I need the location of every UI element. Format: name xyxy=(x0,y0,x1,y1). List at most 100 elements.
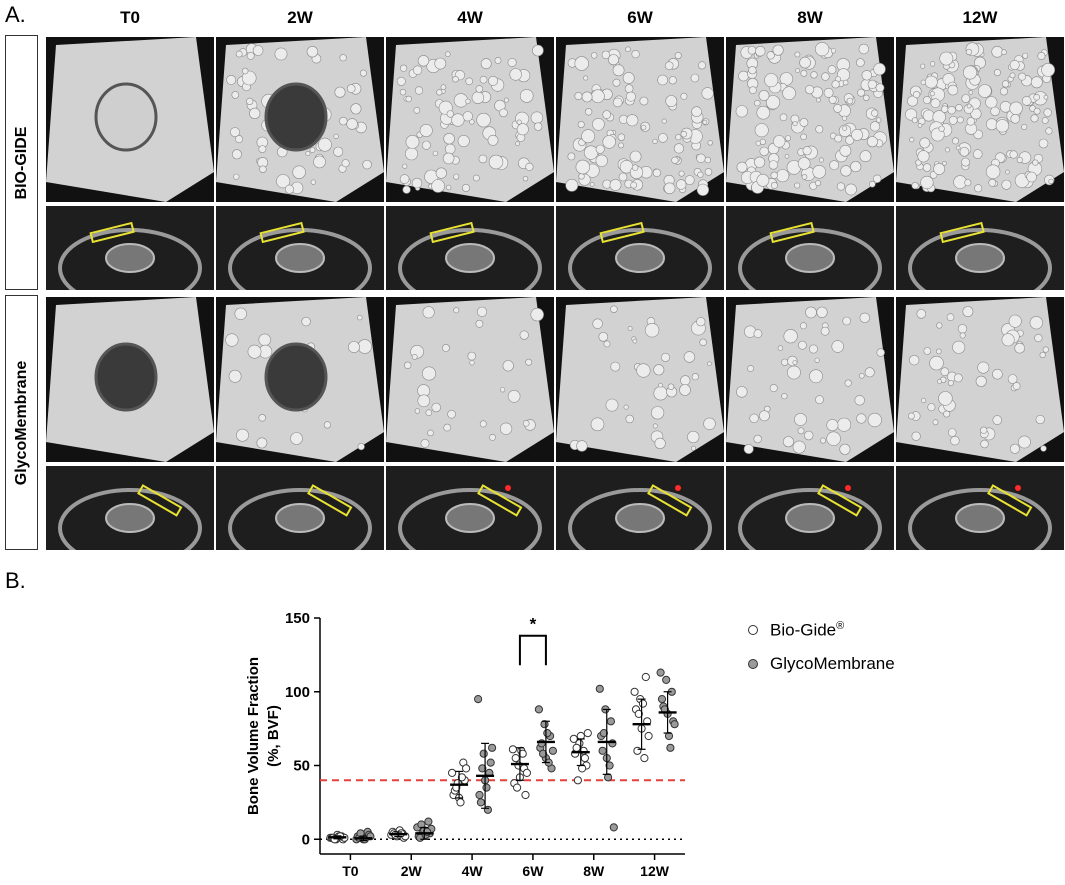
point-glycomembrane-6w-8 xyxy=(548,746,557,755)
legend-registered-mark: ® xyxy=(836,620,845,632)
legend-label-biogide: Bio-Gide xyxy=(770,620,837,640)
point-glycomembrane-4w-3 xyxy=(475,790,484,800)
point-biogide-12w-8 xyxy=(644,731,653,741)
point-biogide-12w-9 xyxy=(634,709,643,719)
x-tick-label-2w: 2W xyxy=(401,863,423,879)
legend-marker-glycomembrane xyxy=(748,659,758,669)
cross-section-2d-biogide-t0 xyxy=(46,206,214,290)
timepoint-header-12w: 12W xyxy=(962,8,998,27)
point-biogide-12w-0 xyxy=(630,687,639,696)
point-glycomembrane-4w-9 xyxy=(478,764,487,773)
point-glycomembrane-12w-1 xyxy=(662,675,671,685)
cross-section-2d-glycomembrane-2w xyxy=(216,466,384,550)
point-glycomembrane-12w-8 xyxy=(670,720,679,729)
point-glycomembrane-4w-5 xyxy=(486,758,495,767)
point-glycomembrane-12w-0 xyxy=(656,668,665,677)
x-tick-label-6w: 6W xyxy=(522,863,544,879)
point-glycomembrane-8w-9 xyxy=(599,729,608,738)
cross-section-2d-biogide-6w xyxy=(556,206,724,290)
bvf-scatter-chart: 0 50 100 150 T0 2W 4W 6W 8W 12W Bone Volume Fracti… xyxy=(245,610,685,879)
y-axis-label-line2: (%, BVF) xyxy=(265,705,282,767)
row-label-box-biogide: BIO-GIDE xyxy=(5,35,38,290)
significance-star: * xyxy=(530,615,537,634)
cross-section-2d-glycomembrane-4w xyxy=(386,466,554,550)
point-biogide-8w-7 xyxy=(578,764,587,773)
point-biogide-6w-6 xyxy=(511,754,520,763)
point-glycomembrane-2w-9 xyxy=(417,820,426,829)
reconstruction-3d-glycomembrane-2w xyxy=(216,297,384,462)
reconstruction-3d-glycomembrane-8w xyxy=(726,297,894,462)
reconstruction-3d-glycomembrane-12w xyxy=(896,297,1064,462)
point-glycomembrane-8w-6 xyxy=(598,746,607,755)
y-tick-label-0: 0 xyxy=(302,831,310,848)
legend-marker-biogide xyxy=(748,625,758,635)
point-biogide-6w-0 xyxy=(508,745,517,754)
point-biogide-8w-8 xyxy=(583,729,592,738)
point-glycomembrane-2w-2 xyxy=(424,817,433,826)
point-biogide-12w-7 xyxy=(638,699,648,708)
cross-section-2d-biogide-4w xyxy=(386,206,554,290)
row-label-glycomembrane: GlycoMembrane xyxy=(12,360,30,485)
row-label-box-glycomembrane: GlycoMembrane xyxy=(5,295,38,550)
point-biogide-4w-7 xyxy=(456,798,465,807)
cross-section-2d-biogide-12w xyxy=(896,206,1064,290)
cross-section-2d-glycomembrane-8w xyxy=(726,466,894,550)
cross-section-2d-biogide-8w xyxy=(726,206,894,290)
x-tick-label-8w: 8W xyxy=(583,863,605,879)
y-tick-label-150: 150 xyxy=(285,610,310,627)
point-biogide-12w-10 xyxy=(640,754,649,763)
point-glycomembrane-4w-7 xyxy=(482,783,491,792)
reconstruction-3d-biogide-8w xyxy=(726,37,894,202)
point-biogide-8w-2 xyxy=(580,754,589,763)
point-biogide-12w-6 xyxy=(633,746,642,755)
point-glycomembrane-12w-7 xyxy=(664,731,674,741)
reconstruction-3d-biogide-2w xyxy=(216,37,384,202)
reconstruction-3d-glycomembrane-4w xyxy=(386,297,554,462)
point-glycomembrane-12w-10 xyxy=(666,743,675,752)
timepoint-header-6w: 6W xyxy=(627,8,653,27)
timepoint-header-2w: 2W xyxy=(287,8,313,27)
point-glycomembrane-4w-8 xyxy=(488,743,497,752)
point-biogide-4w-0 xyxy=(448,768,457,777)
timepoint-header-4w: 4W xyxy=(457,8,483,27)
reconstruction-3d-glycomembrane-6w xyxy=(556,297,724,462)
point-glycomembrane-t0-9 xyxy=(356,829,365,838)
point-biogide-6w-9 xyxy=(513,783,522,792)
point-biogide-4w-10 xyxy=(457,773,466,782)
point-glycomembrane-8w-10 xyxy=(605,761,614,770)
x-tick-label-12w: 12W xyxy=(640,863,670,879)
reconstruction-3d-biogide-4w xyxy=(386,37,554,202)
point-biogide-6w-5 xyxy=(521,790,530,800)
cross-section-2d-glycomembrane-12w xyxy=(896,466,1064,550)
legend-item-biogide: Bio-Gide® xyxy=(748,620,1048,642)
x-tick-label-4w: 4W xyxy=(462,863,484,879)
reconstruction-3d-biogide-12w xyxy=(896,37,1064,202)
legend: Bio-Gide® GlycoMembrane xyxy=(748,620,1048,690)
panel-a-label: A. xyxy=(5,2,26,27)
point-glycomembrane-8w-0 xyxy=(595,684,604,693)
point-glycomembrane-8w-2 xyxy=(606,717,615,726)
point-glycomembrane-4w-0 xyxy=(474,695,483,704)
point-glycomembrane-8w-8 xyxy=(609,823,618,832)
point-glycomembrane-6w-0 xyxy=(534,705,543,714)
point-biogide-4w-8 xyxy=(462,764,471,773)
point-glycomembrane-6w-7 xyxy=(543,729,552,738)
row-label-biogide: BIO-GIDE xyxy=(12,126,30,199)
cross-section-2d-glycomembrane-t0 xyxy=(46,466,214,550)
cross-section-2d-biogide-2w xyxy=(216,206,384,290)
point-glycomembrane-4w-1 xyxy=(479,749,488,758)
y-tick-label-50: 50 xyxy=(293,758,310,775)
reconstruction-3d-glycomembrane-t0 xyxy=(46,297,214,462)
legend-label-glycomembrane: GlycoMembrane xyxy=(770,654,895,673)
point-biogide-8w-9 xyxy=(573,776,582,785)
point-biogide-8w-6 xyxy=(572,743,581,752)
significance-bracket xyxy=(518,634,547,666)
point-biogide-12w-2 xyxy=(641,672,650,682)
point-biogide-6w-8 xyxy=(522,768,531,777)
point-glycomembrane-8w-7 xyxy=(604,773,613,782)
point-glycomembrane-12w-3 xyxy=(657,695,667,704)
legend-item-glycomembrane: GlycoMembrane xyxy=(748,654,1048,676)
cross-section-2d-glycomembrane-6w xyxy=(556,466,724,550)
point-glycomembrane-6w-9 xyxy=(539,749,548,758)
timepoint-header-t0: T0 xyxy=(120,8,140,27)
